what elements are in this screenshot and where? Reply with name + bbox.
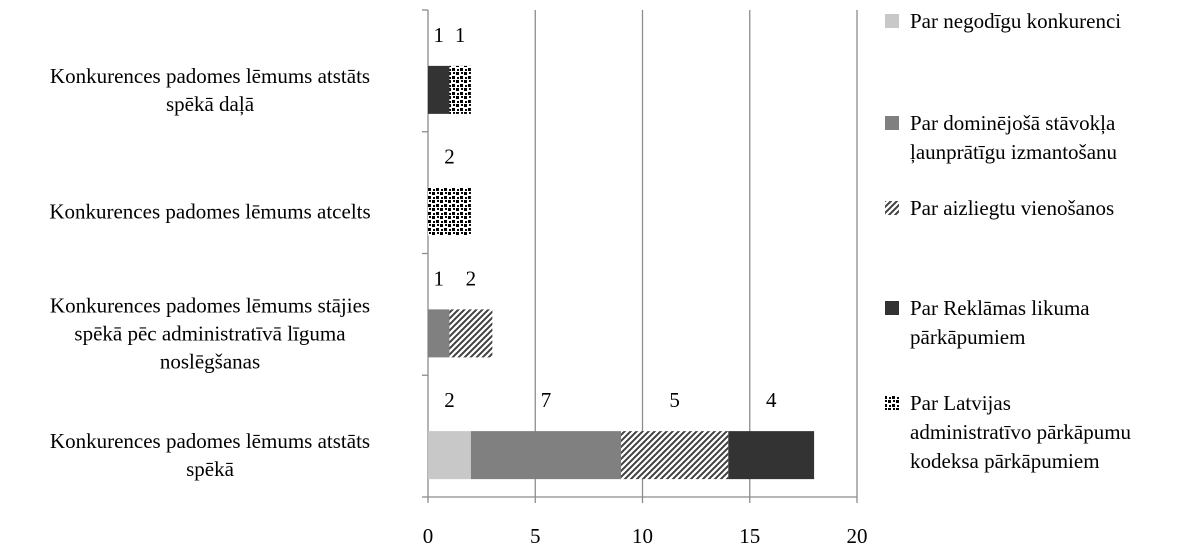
category-labels: Konkurences padomes lēmums atstāts spēkā K… xyxy=(49,64,370,481)
legend-swatch-0 xyxy=(885,14,899,28)
bar-0-series-1 xyxy=(470,431,622,480)
data-label-1-series-2: 2 xyxy=(466,266,477,290)
bar-3-series-4 xyxy=(449,65,471,114)
bar-1-series-2 xyxy=(449,309,493,358)
data-label-3-series-3: 1 xyxy=(433,23,444,47)
legend-label-4: Par Latvijas administratīvo pārkāpumu kode… xyxy=(910,391,1132,473)
x-tick-label-10: 10 xyxy=(632,524,653,548)
x-tick-label-15: 15 xyxy=(739,524,760,548)
bar-1-series-1 xyxy=(428,309,450,358)
legend-swatch-2 xyxy=(885,201,899,215)
legend-swatch-1 xyxy=(885,116,899,130)
bar-3-series-3 xyxy=(428,65,450,114)
data-label-0-series-0: 2 xyxy=(444,388,455,412)
data-label-0-series-3: 4 xyxy=(766,388,777,412)
legend: Par negodīgu konkurenci Par dominējošā st… xyxy=(885,9,1132,473)
category-label-0: Konkurences padomes lēmums atstāts spēkā xyxy=(50,429,370,481)
data-label-0-series-1: 7 xyxy=(541,388,552,412)
data-label-2-series-4: 2 xyxy=(444,145,455,169)
bar-2-series-4 xyxy=(428,187,471,236)
bar-0-series-0 xyxy=(428,431,471,480)
legend-label-0: Par negodīgu konkurenci xyxy=(910,9,1121,33)
legend-label-1: Par dominējošā stāvokļa ļaunprātīgu izman… xyxy=(910,111,1118,164)
x-tick-label-0: 0 xyxy=(423,524,434,548)
legend-swatch-3 xyxy=(885,301,899,315)
x-tick-label-20: 20 xyxy=(847,524,868,548)
legend-label-3: Par Reklāmas likuma pārkāpumiem xyxy=(910,296,1090,349)
bars xyxy=(428,65,815,480)
category-label-1: Konkurences padomes lēmums stājies spēkā … xyxy=(50,293,370,373)
data-label-0-series-2: 5 xyxy=(669,388,680,412)
category-label-2: Konkurences padomes lēmums atcelts xyxy=(49,200,370,224)
data-labels: 2 7 5 41 221 1 xyxy=(433,23,776,412)
x-tick-label-5: 5 xyxy=(530,524,541,548)
legend-label-2: Par aizliegtu vienošanos xyxy=(910,196,1114,220)
gridlines xyxy=(534,10,858,497)
category-label-3: Konkurences padomes lēmums atstāts spēkā … xyxy=(50,64,370,116)
bar-0-series-2 xyxy=(621,431,729,480)
data-label-1-series-1: 1 xyxy=(433,266,444,290)
bar-0-series-3 xyxy=(728,431,815,480)
data-label-3-series-4: 1 xyxy=(455,23,466,47)
legend-swatch-4 xyxy=(885,396,899,410)
